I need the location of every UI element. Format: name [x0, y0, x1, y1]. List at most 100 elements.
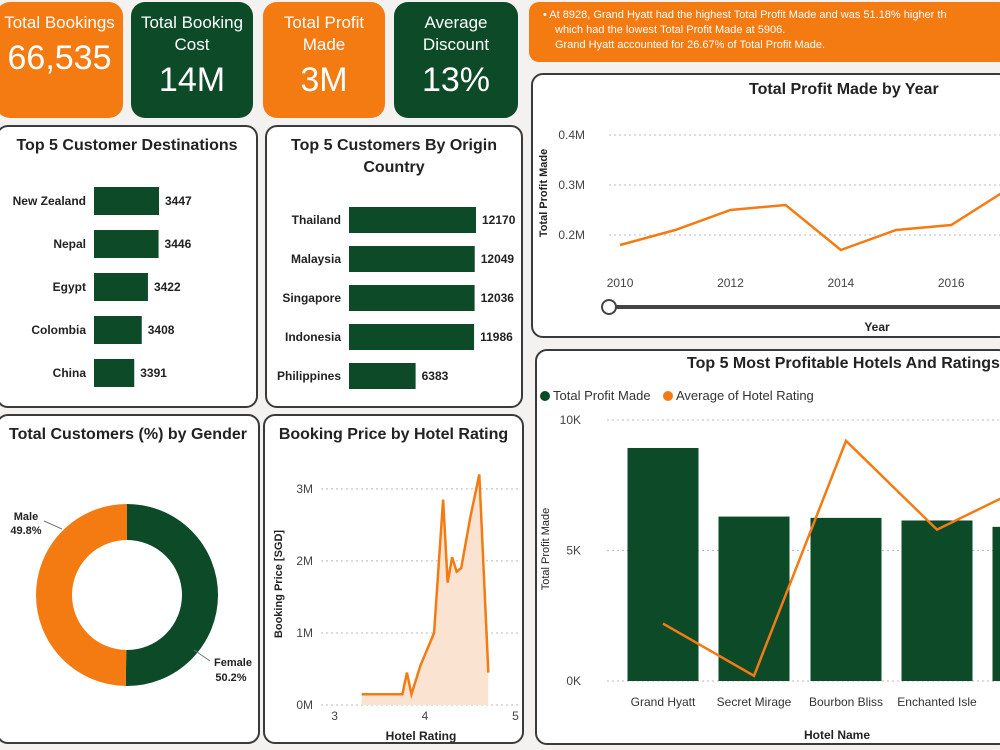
panel-price-by-rating: Booking Price by Hotel Rating 0M 1M 2M 3M 3 4…	[263, 414, 524, 744]
slice-percent-label: 50.2%	[215, 672, 246, 684]
category-label: Indonesia	[285, 330, 341, 344]
x-axis-label: Year	[864, 320, 890, 334]
kpi-total-profit-made: Total Profit Made 3M	[263, 2, 385, 118]
x-tick-label: 2016	[938, 276, 965, 290]
panel-top-hotels: Top 5 Most Profitable Hotels And Ratings…	[535, 349, 1000, 745]
bar	[349, 246, 475, 272]
chart-title: Top 5 Most Profitable Hotels And Ratings	[687, 355, 1000, 372]
x-tick-label: 4	[422, 709, 429, 723]
category-label: Malaysia	[291, 252, 341, 266]
kpi-value: 14M	[158, 61, 226, 99]
category-label: Colombia	[31, 323, 86, 337]
bar	[718, 516, 790, 681]
data-label: 3391	[140, 366, 167, 380]
bar	[94, 359, 135, 387]
x-tick-label: 5	[512, 709, 519, 723]
kpi-value: 13%	[421, 61, 491, 99]
y-tick-label: 0.3M	[558, 178, 585, 192]
data-label: 12049	[481, 252, 515, 266]
slice-label: Male	[14, 511, 38, 523]
x-tick-label: 2014	[827, 276, 854, 290]
category-label: Nepal	[53, 237, 86, 251]
profit-by-year-line-chart: 0.2M 0.3M 0.4M 2010 2012 2014 2016 Year Total Pr…	[538, 128, 1000, 334]
bar	[349, 324, 475, 350]
category-label: Philippines	[277, 369, 341, 383]
bar	[94, 230, 159, 258]
x-tick-label: 3	[331, 709, 338, 723]
origin-bar-chart: Thailand 12170 Malaysia 12049 Singapore 12036…	[277, 207, 516, 389]
legend-marker	[663, 391, 673, 401]
x-tick-label: Enchanted Isle	[897, 695, 977, 709]
series-line	[619, 192, 1000, 252]
bar	[349, 207, 476, 233]
x-tick-label: Secret Mirage	[717, 695, 792, 709]
bar	[810, 517, 882, 681]
range-slider-handle	[601, 299, 617, 315]
slice-percent-label: 49.8%	[10, 525, 41, 537]
category-label: China	[53, 366, 87, 380]
data-label: 6383	[422, 369, 449, 383]
x-tick-label: Grand Hyatt	[631, 695, 696, 709]
y-tick-label: 2M	[296, 554, 313, 568]
kpi-label: Total Bookings	[4, 13, 115, 32]
panel-origin-country: Top 5 Customers By Origin Country Thaila…	[265, 125, 523, 408]
kpi-value: 3M	[300, 61, 348, 99]
y-axis-label: Total Profit Made	[540, 508, 552, 591]
bar	[94, 316, 142, 344]
insight-narrative: • At 8928, Grand Hyatt had the highest T…	[529, 2, 1000, 62]
kpi-average-discount: Average Discount 13%	[394, 2, 518, 118]
bar	[94, 187, 159, 215]
kpi-total-bookings: Total Bookings 66,535	[0, 2, 123, 118]
bar	[94, 273, 148, 301]
chart-title: Total Profit Made by Year	[749, 81, 939, 98]
insight-line: which had the lowest Total Profit Made a…	[555, 24, 786, 36]
rating-line	[662, 438, 1000, 678]
y-tick-label: 3M	[296, 482, 313, 496]
category-label: Egypt	[53, 280, 86, 294]
kpi-label: Average Discount	[422, 13, 490, 54]
chart-title: Top 5 Customers By Origin Country	[291, 137, 497, 176]
y-tick-label: 0.4M	[558, 128, 585, 142]
x-tick-label: 2012	[717, 276, 744, 290]
kpi-label: Total Booking Cost	[140, 13, 244, 54]
y-tick-label: 0.2M	[558, 228, 585, 242]
x-tick-label: 2010	[607, 276, 634, 290]
chart-title: Total Customers (%) by Gender	[9, 426, 247, 443]
data-label: 12036	[481, 291, 515, 305]
bar	[627, 447, 699, 681]
kpi-value: 66,535	[7, 39, 112, 77]
destinations-bar-chart: New Zealand 3447 Nepal 3446 Egypt 3422 Colombi…	[13, 187, 192, 387]
bar	[901, 520, 973, 681]
legend-label: Total Profit Made	[553, 388, 651, 403]
chart-title: Booking Price by Hotel Rating	[278, 426, 509, 443]
y-axis-label: Total Profit Made	[538, 149, 550, 237]
y-tick-label: 0M	[296, 698, 313, 712]
category-label: Singapore	[282, 291, 341, 305]
leader-line	[193, 649, 211, 662]
kpi-label: Total Profit Made	[283, 13, 365, 54]
legend-label: Average of Hotel Rating	[676, 388, 814, 403]
y-tick-label: 0K	[566, 674, 581, 688]
price-by-rating-area-chart: 0M 1M 2M 3M 3 4 5 Hotel Rating Booking Price [SG…	[273, 474, 520, 742]
panel-profit-by-year: Total Profit Made by Year 0.2M 0.3M 0.4M 20…	[531, 73, 1000, 338]
data-label: 3446	[165, 237, 192, 251]
leader-line	[43, 520, 63, 530]
category-label: Thailand	[292, 213, 341, 227]
panel-gender: Total Customers (%) by Gender Male 49.8% F…	[0, 414, 260, 744]
area-fill	[361, 474, 489, 705]
y-axis-label: Booking Price [SGD]	[273, 530, 285, 639]
series-line	[361, 474, 490, 700]
x-tick-label: Bourbon Bliss	[809, 695, 883, 709]
bar	[349, 285, 475, 311]
data-label: 3447	[165, 194, 192, 208]
data-label: 3422	[154, 280, 181, 294]
gender-donut-chart: Male 49.8% Female 50.2%	[10, 504, 252, 686]
bar	[992, 526, 1000, 681]
slice-label: Female	[214, 657, 252, 669]
insight-line: • At 8928, Grand Hyatt had the highest T…	[543, 9, 947, 21]
y-tick-label: 5K	[566, 544, 581, 558]
category-label: New Zealand	[13, 194, 86, 208]
data-label: 12170	[482, 213, 516, 227]
y-tick-label: 10K	[560, 413, 581, 427]
insight-line: Grand Hyatt accounted for 26.67% of Tota…	[555, 39, 826, 51]
